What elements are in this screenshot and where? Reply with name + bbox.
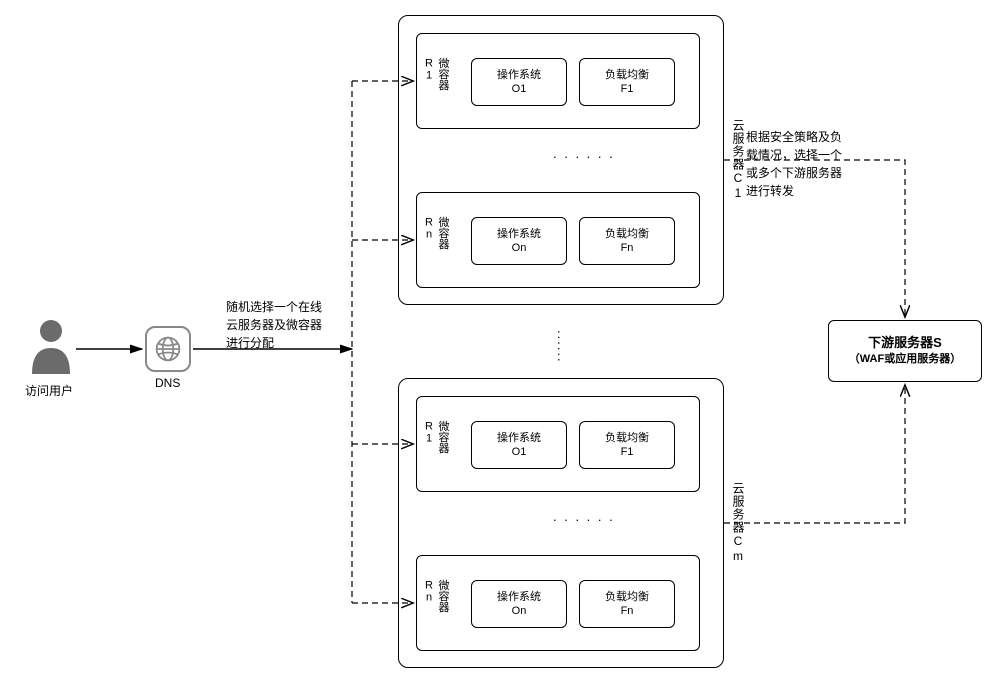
c1-rn-label: 微容器Rn xyxy=(423,217,451,264)
vdots-between-clouds: ...... xyxy=(555,330,570,364)
globe-icon xyxy=(154,335,182,363)
cm-rn-lb: 负载均衡 Fn xyxy=(579,580,675,628)
container-cm-rn: 微容器Rn 操作系统 On 负载均衡 Fn xyxy=(416,555,700,651)
downstream-line2: （WAF或应用服务器） xyxy=(849,352,961,367)
downstream-server: 下游服务器S （WAF或应用服务器） xyxy=(828,320,982,382)
c1-rn-lb: 负载均衡 Fn xyxy=(579,217,675,265)
dns-label: DNS xyxy=(155,376,180,390)
container-c1-r1: 微容器R1 操作系统 O1 负载均衡 F1 xyxy=(416,33,700,129)
cm-r1-label: 微容器R1 xyxy=(423,421,451,468)
flow1-label: 随机选择一个在线 云服务器及微容器 进行分配 xyxy=(226,298,322,352)
c1-r1-lb: 负载均衡 F1 xyxy=(579,58,675,106)
user-label: 访问用户 xyxy=(25,382,73,399)
c1-r1-label: 微容器R1 xyxy=(423,58,451,105)
user-icon xyxy=(30,318,72,374)
flow2-label: 根据安全策略及负 载情况，选择一个 或多个下游服务器 进行转发 xyxy=(746,128,842,200)
vdots-c1: . . . . . . xyxy=(553,146,615,161)
vdots-cm: . . . . . . xyxy=(553,509,615,524)
container-c1-rn: 微容器Rn 操作系统 On 负载均衡 Fn xyxy=(416,192,700,288)
cloud-c1-label: 云服务器C1 xyxy=(730,119,747,201)
cloud-cm-label: 云服务器Cm xyxy=(730,482,747,564)
container-cm-r1: 微容器R1 操作系统 O1 负载均衡 F1 xyxy=(416,396,700,492)
cm-rn-label: 微容器Rn xyxy=(423,580,451,627)
cm-rn-os: 操作系统 On xyxy=(471,580,567,628)
cm-r1-lb: 负载均衡 F1 xyxy=(579,421,675,469)
dns-box xyxy=(145,326,191,372)
c1-r1-os: 操作系统 O1 xyxy=(471,58,567,106)
c1-rn-os: 操作系统 On xyxy=(471,217,567,265)
downstream-line1: 下游服务器S xyxy=(868,334,942,352)
cm-r1-os: 操作系统 O1 xyxy=(471,421,567,469)
